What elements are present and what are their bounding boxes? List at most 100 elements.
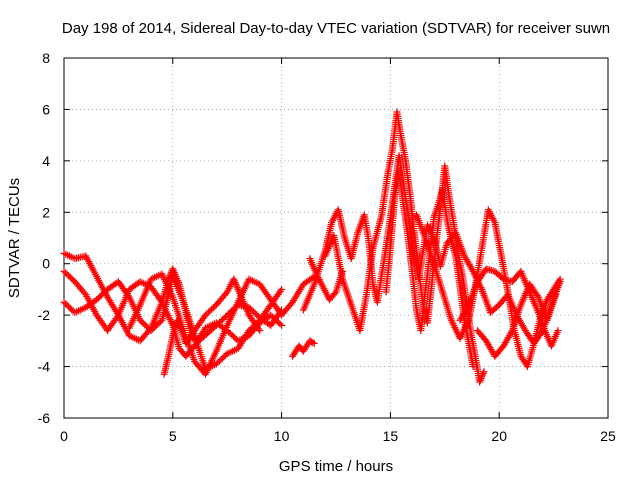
data-point xyxy=(215,357,223,365)
axis-ticks: 0 5 10 15 20 25 -6 -4 -2 0 2 4 6 8 xyxy=(38,50,616,444)
data-point xyxy=(174,318,182,326)
series-arc-d xyxy=(125,270,318,378)
data-point xyxy=(230,275,238,283)
data-point xyxy=(219,354,227,362)
data-point xyxy=(220,353,228,361)
data-point xyxy=(464,303,472,311)
data-point xyxy=(276,287,284,295)
data-point xyxy=(231,334,239,342)
series-arc-g xyxy=(306,255,347,304)
data-point xyxy=(205,308,213,316)
data-point xyxy=(97,291,105,299)
y-tick-label: 0 xyxy=(42,256,50,272)
data-point xyxy=(331,290,339,298)
data-point xyxy=(255,325,263,333)
data-point xyxy=(222,313,230,321)
data-point xyxy=(229,332,237,340)
data-point xyxy=(556,275,564,283)
data-point xyxy=(141,321,149,329)
data-point xyxy=(278,321,286,329)
y-tick-label: -6 xyxy=(38,410,51,426)
series-arc-m xyxy=(473,280,560,360)
data-point xyxy=(93,296,101,304)
data-point xyxy=(219,316,227,324)
data-point xyxy=(276,320,284,328)
data-point xyxy=(149,325,157,333)
data-point xyxy=(271,316,279,324)
data-point xyxy=(153,321,161,329)
series-arc-k xyxy=(413,206,564,371)
y-tick-label: 2 xyxy=(42,204,50,220)
data-point xyxy=(175,321,183,329)
data-point xyxy=(223,311,231,319)
data-point xyxy=(309,339,317,347)
data-point xyxy=(228,331,236,339)
data-point xyxy=(63,301,71,309)
series-arc-j xyxy=(382,167,477,371)
data-point xyxy=(230,277,238,285)
series-arc-e xyxy=(160,275,264,378)
data-point xyxy=(226,330,234,338)
data-point xyxy=(176,323,184,331)
data-point xyxy=(99,290,107,298)
data-point xyxy=(142,322,150,330)
data-point xyxy=(267,311,275,319)
data-point xyxy=(66,304,74,312)
x-axis-label: GPS time / hours xyxy=(279,458,393,475)
data-point xyxy=(310,339,318,347)
data-point xyxy=(476,376,484,384)
data-point xyxy=(220,314,228,322)
y-tick-label: 8 xyxy=(42,50,50,66)
data-point xyxy=(270,314,278,322)
data-point xyxy=(155,319,163,327)
data-point xyxy=(248,306,256,314)
data-point xyxy=(65,272,73,280)
data-point xyxy=(62,300,70,308)
data-point xyxy=(147,327,155,335)
data-point xyxy=(157,297,165,305)
data-point xyxy=(65,303,73,311)
data-point xyxy=(233,284,241,292)
data-point xyxy=(68,306,76,314)
x-tick-label: 0 xyxy=(60,428,68,444)
data-point xyxy=(479,369,487,377)
data-point xyxy=(250,308,258,316)
x-tick-label: 20 xyxy=(491,428,507,444)
data-point xyxy=(268,313,276,321)
data-point xyxy=(68,275,76,283)
data-point xyxy=(209,304,217,312)
y-tick-label: -2 xyxy=(38,307,51,323)
data-point xyxy=(96,293,104,301)
data-point xyxy=(232,280,240,288)
data-point xyxy=(60,267,68,275)
x-tick-label: 25 xyxy=(600,428,616,444)
data-point xyxy=(245,327,253,335)
data-point xyxy=(555,277,563,285)
data-point xyxy=(247,325,255,333)
data-point xyxy=(175,320,183,328)
series-arc-i xyxy=(321,108,488,386)
data-point xyxy=(139,319,147,327)
data-point xyxy=(533,292,541,300)
data-point xyxy=(66,273,74,281)
y-axis-label: SDTVAR / TECUs xyxy=(6,178,23,298)
data-point xyxy=(173,316,181,324)
data-point xyxy=(62,269,70,277)
data-point xyxy=(113,313,121,321)
y-tick-label: 6 xyxy=(42,101,50,117)
data-point xyxy=(124,291,132,299)
data-point xyxy=(212,360,220,368)
x-tick-label: 15 xyxy=(383,428,399,444)
data-point xyxy=(273,317,281,325)
data-point xyxy=(208,305,216,313)
data-point xyxy=(177,325,185,333)
y-tick-label: -4 xyxy=(38,359,51,375)
data-point xyxy=(144,324,152,332)
data-point xyxy=(214,359,222,367)
plot-area-frame xyxy=(63,57,609,419)
data-point xyxy=(274,318,282,326)
data-point xyxy=(476,378,484,386)
data-point xyxy=(479,371,487,379)
series-arc-c xyxy=(60,273,286,373)
data-point xyxy=(203,310,211,318)
